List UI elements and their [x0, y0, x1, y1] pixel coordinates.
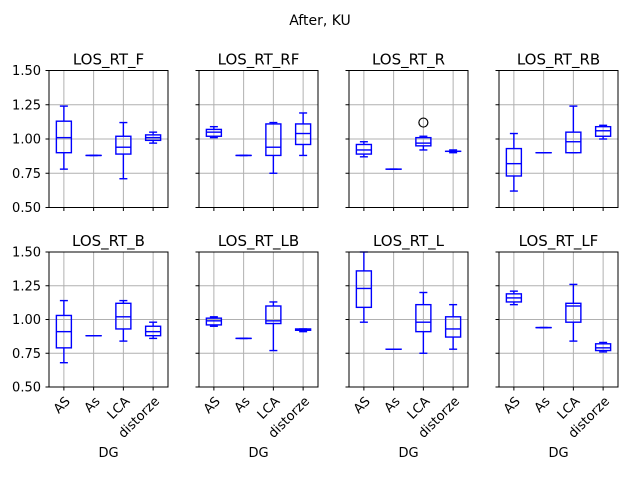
subplot-LOS_RT_RF: LOS_RT_RF	[195, 51, 319, 211]
box	[115, 135, 132, 155]
y-tick-label: 1.50	[12, 64, 41, 79]
boxplot-distorze	[144, 321, 162, 340]
box	[565, 302, 582, 323]
x-tick-label: As	[532, 394, 554, 416]
subplot-title: LOS_RT_LF	[519, 232, 599, 251]
boxplot-distorze	[594, 124, 612, 140]
x-tick-label: AS	[351, 394, 374, 417]
x-tick-label: AS	[51, 394, 74, 417]
subplot-title: LOS_RT_L	[373, 232, 445, 251]
x-tick-label: As	[382, 394, 404, 416]
boxplot-AS	[505, 290, 523, 306]
boxplot-LCA	[565, 105, 582, 154]
boxplot-distorze	[594, 341, 612, 353]
boxplot-AS	[55, 299, 73, 364]
boxplot-distorze	[294, 328, 312, 333]
boxplot-distorze	[144, 131, 162, 144]
subplot-LOS_RT_R: LOS_RT_R	[345, 51, 469, 211]
subplot-LOS_RT_F: LOS_RT_F 0.50 0.75 1.00 1.25 1.50	[12, 51, 169, 216]
outlier-marker	[418, 117, 429, 128]
boxplot-AS	[505, 132, 523, 192]
x-axis-label: DG	[98, 446, 118, 461]
boxplot-LCA	[115, 121, 132, 180]
x-tick-label: AS	[201, 394, 224, 417]
y-tick-label: 1.00	[12, 313, 41, 328]
subplot-title: LOS_RT_R	[372, 51, 445, 70]
boxplot-LCA	[565, 283, 582, 342]
subplot-title: LOS_RT_B	[72, 232, 145, 251]
x-axis-label: DG	[548, 446, 568, 461]
y-tick-label: 1.25	[12, 279, 41, 294]
y-tick-label: 0.50	[12, 201, 41, 216]
y-tick-label: 0.50	[12, 381, 41, 396]
subplot-title: LOS_RT_RB	[517, 51, 600, 70]
boxplot-distorze	[444, 303, 462, 350]
y-tick-label: 1.50	[12, 246, 41, 261]
boxplot-AS	[205, 316, 223, 327]
x-tick-label: As	[232, 394, 254, 416]
box	[265, 305, 282, 325]
x-axis-label: DG	[248, 446, 268, 461]
boxplot-LCA	[115, 299, 132, 342]
y-tick-label: 1.25	[12, 98, 41, 113]
boxplot-LCA	[265, 121, 282, 174]
boxplot-AS	[355, 251, 373, 323]
subplot-LOS_RT_RB: LOS_RT_RB	[495, 51, 619, 211]
box	[444, 316, 462, 338]
x-axis-label: DG	[398, 446, 418, 461]
subplot-title: LOS_RT_F	[73, 51, 144, 70]
y-tick-label: 0.75	[12, 347, 41, 362]
boxplot-LCA	[265, 301, 282, 352]
boxplot-LCA	[415, 117, 432, 151]
boxplot-distorze	[444, 149, 462, 154]
boxplot-LCA	[415, 291, 432, 354]
figure-title: After, KU	[289, 13, 351, 29]
box	[265, 123, 282, 157]
x-tick-label: AS	[501, 394, 524, 417]
subplot-title: LOS_RT_RF	[218, 51, 300, 70]
boxplot-distorze	[294, 112, 312, 157]
box	[505, 147, 523, 177]
subplot-title: LOS_RT_LB	[218, 232, 299, 251]
boxplot-AS	[55, 105, 73, 170]
y-tick-label: 1.00	[12, 133, 41, 148]
y-tick-label: 0.75	[12, 167, 41, 182]
boxplot-AS	[205, 125, 223, 139]
boxplot-AS	[355, 141, 373, 158]
box	[415, 136, 432, 147]
x-tick-label: As	[82, 394, 104, 416]
box	[415, 303, 432, 333]
